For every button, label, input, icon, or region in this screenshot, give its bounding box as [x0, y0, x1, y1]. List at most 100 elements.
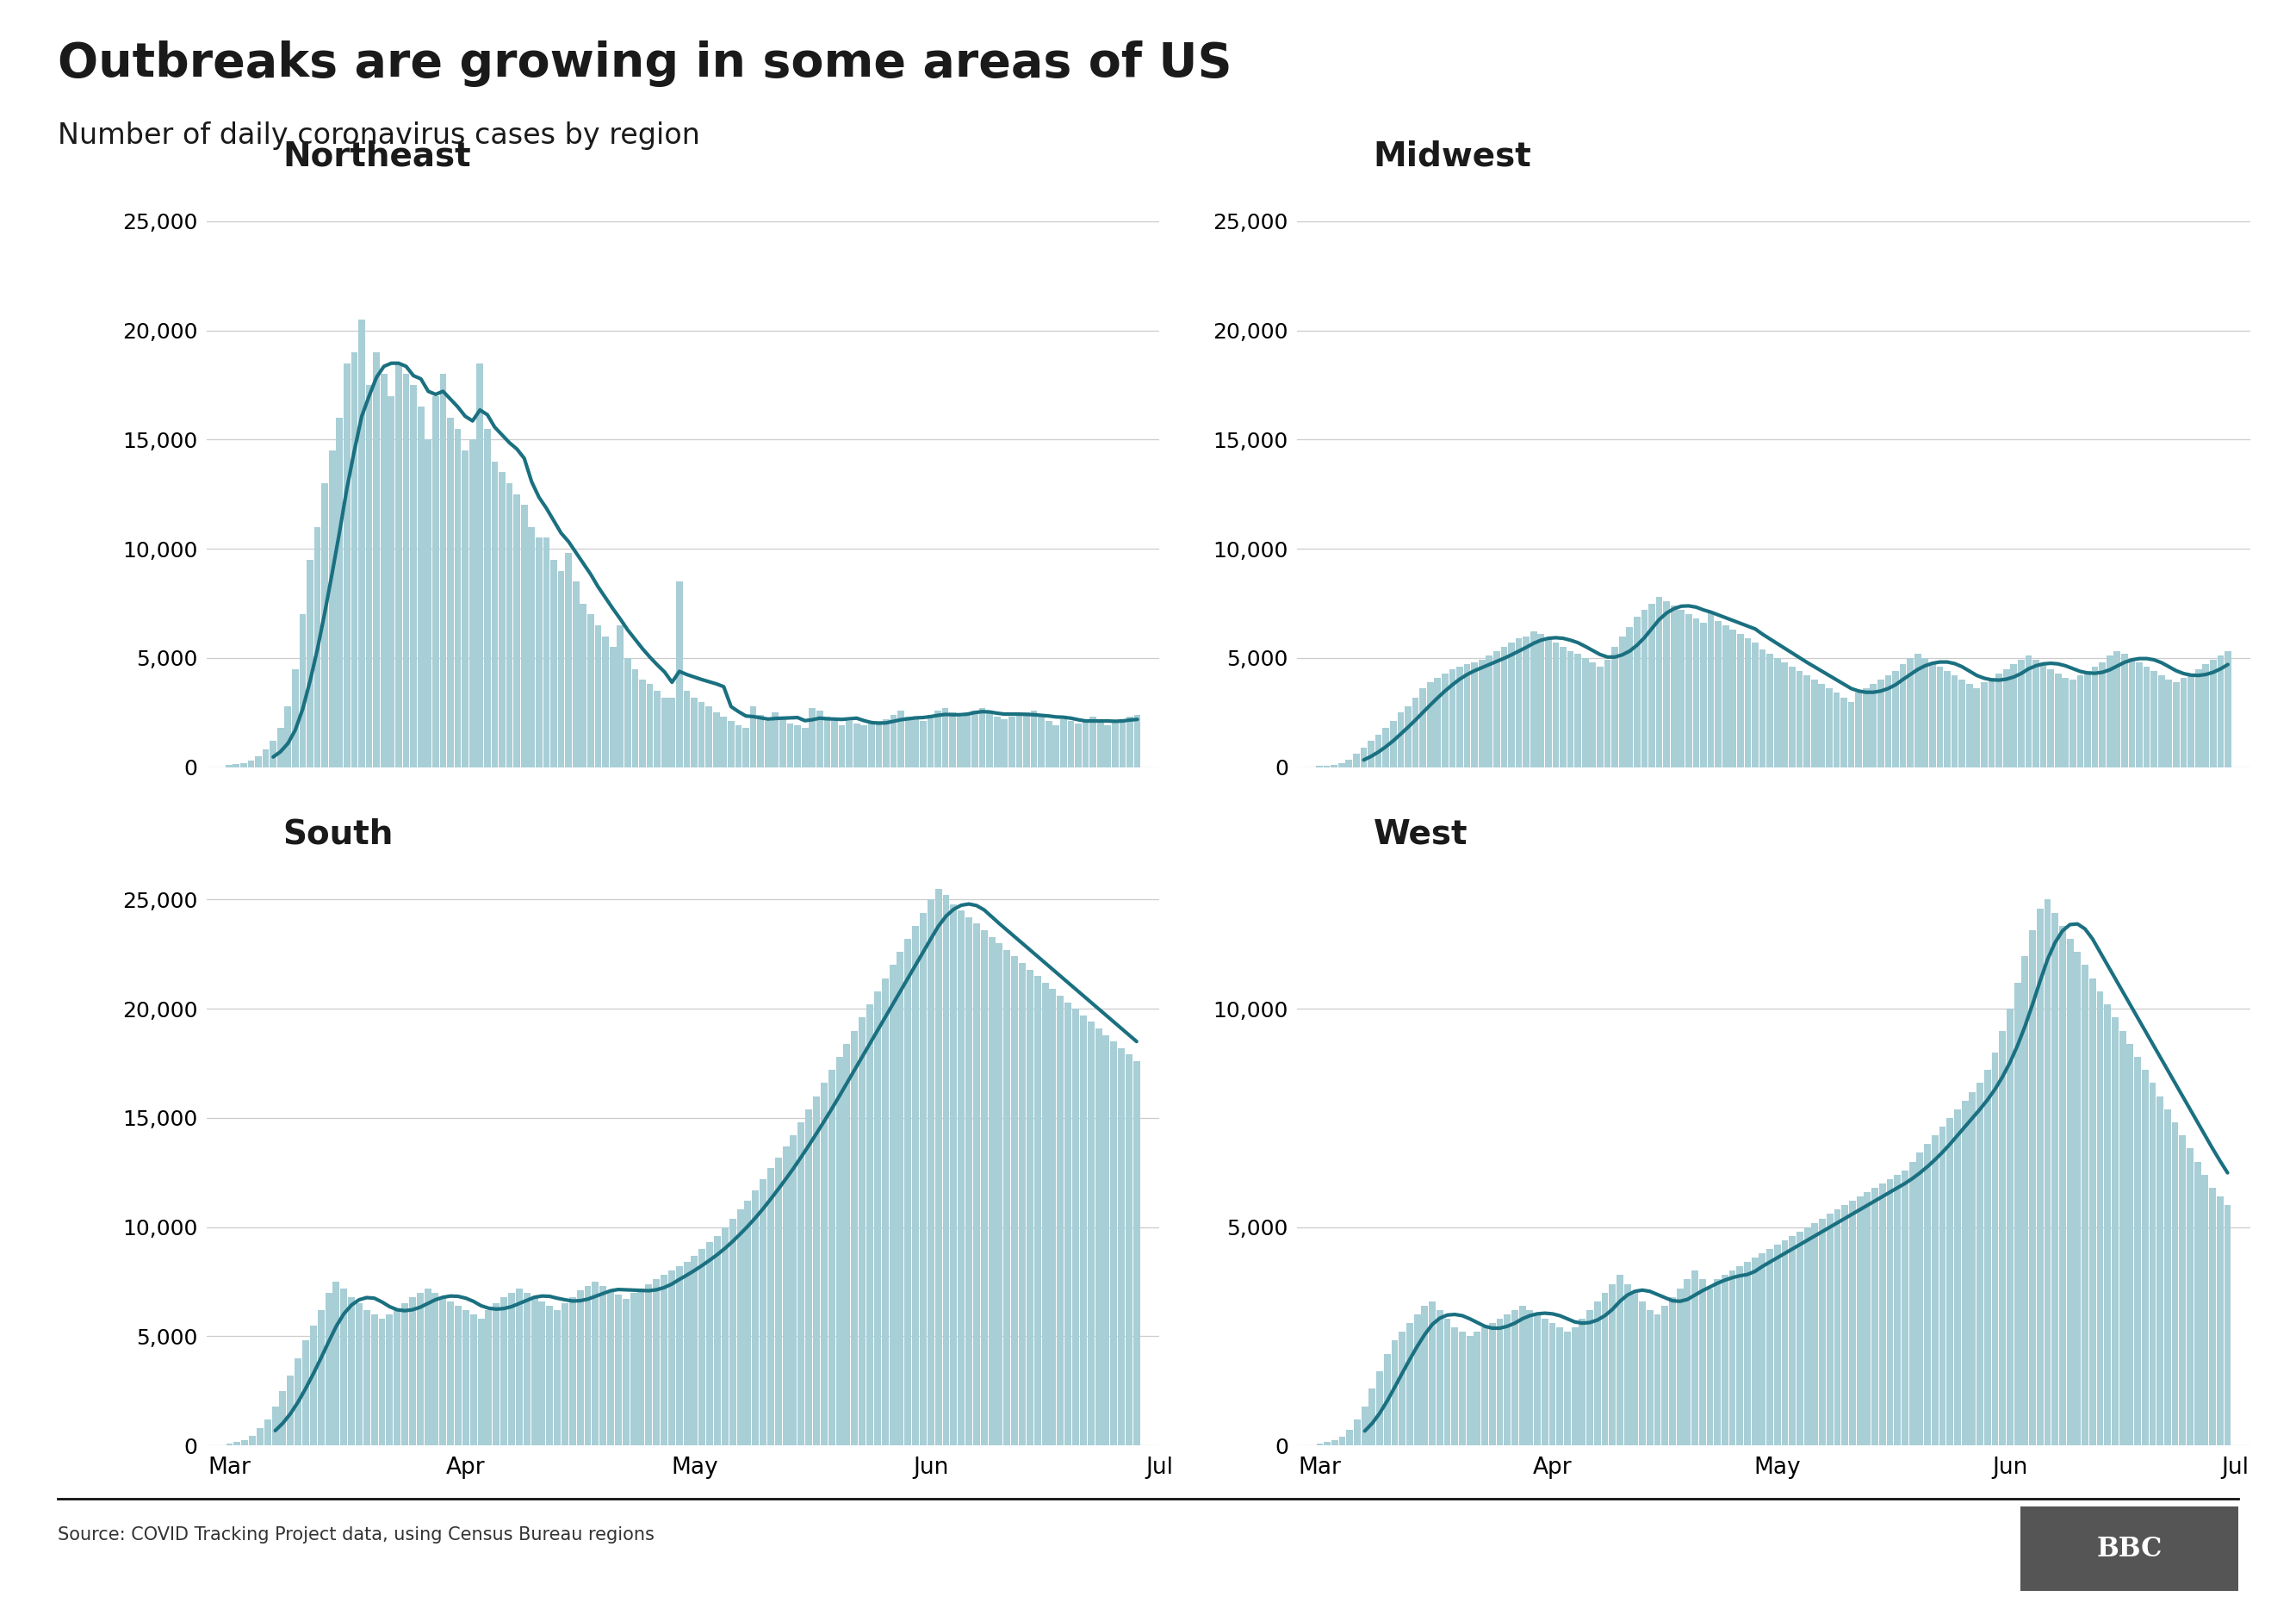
Bar [308, 560, 312, 767]
Bar [1003, 950, 1010, 1445]
Bar [365, 384, 372, 767]
Bar [813, 1097, 820, 1445]
Bar [1001, 719, 1008, 767]
Bar [2202, 664, 2209, 767]
Bar [921, 722, 928, 767]
Bar [1428, 1302, 1435, 1445]
Bar [585, 1286, 590, 1445]
Bar [898, 711, 905, 767]
Bar [432, 1292, 439, 1445]
Bar [987, 937, 994, 1445]
Bar [1504, 1315, 1511, 1445]
Bar [1961, 1100, 1968, 1445]
Bar [1965, 685, 1972, 767]
Bar [994, 717, 1001, 767]
Bar [1075, 724, 1081, 767]
Bar [1871, 1187, 1878, 1445]
Bar [468, 439, 475, 767]
Bar [2069, 680, 2076, 767]
Bar [1662, 601, 1669, 767]
Bar [1706, 1289, 1713, 1445]
Bar [2007, 1009, 2014, 1445]
Bar [478, 363, 482, 767]
Bar [1382, 728, 1389, 767]
Bar [1646, 1310, 1653, 1445]
Bar [2082, 966, 2089, 1445]
Bar [1984, 1069, 1991, 1445]
Bar [714, 712, 719, 767]
Bar [2172, 682, 2179, 767]
Bar [2218, 656, 2225, 767]
Bar [1079, 1016, 1086, 1445]
Bar [1738, 635, 1743, 767]
Bar [751, 706, 758, 767]
Bar [934, 888, 941, 1445]
Bar [326, 1292, 333, 1445]
Bar [1389, 722, 1396, 767]
Bar [2135, 662, 2142, 767]
Bar [1038, 717, 1045, 767]
Bar [388, 396, 395, 767]
Bar [2128, 657, 2135, 767]
Bar [638, 680, 645, 767]
Bar [1789, 667, 1795, 767]
Bar [941, 707, 948, 767]
Bar [645, 1284, 652, 1445]
Bar [569, 1297, 576, 1445]
Bar [797, 1122, 804, 1445]
Bar [358, 320, 365, 767]
Bar [1587, 1310, 1593, 1445]
Bar [1019, 963, 1026, 1445]
Bar [514, 494, 521, 767]
Bar [1612, 648, 1619, 767]
Bar [2135, 1056, 2140, 1445]
Bar [241, 1441, 248, 1445]
Bar [2039, 664, 2046, 767]
Bar [491, 462, 498, 767]
Bar [1855, 693, 1862, 767]
Bar [588, 614, 595, 767]
Bar [921, 912, 928, 1445]
Bar [1715, 620, 1722, 767]
Bar [2209, 661, 2216, 767]
Bar [1125, 1055, 1132, 1445]
Bar [1596, 667, 1603, 767]
Bar [2096, 992, 2103, 1445]
Bar [2020, 956, 2027, 1445]
Bar [1958, 680, 1965, 767]
Bar [528, 526, 535, 767]
Bar [494, 1303, 501, 1445]
Bar [1812, 680, 1818, 767]
Bar [868, 724, 875, 767]
Bar [1995, 673, 2002, 767]
Bar [1655, 598, 1662, 767]
Bar [287, 1376, 294, 1445]
Bar [661, 698, 668, 767]
Bar [1419, 688, 1426, 767]
Bar [1593, 1302, 1600, 1445]
Bar [1545, 638, 1552, 767]
Bar [2060, 925, 2066, 1445]
Bar [2018, 661, 2025, 767]
Bar [292, 669, 298, 767]
Bar [1745, 638, 1752, 767]
Bar [912, 719, 918, 767]
Bar [1118, 719, 1125, 767]
Bar [882, 979, 889, 1445]
Bar [1384, 1353, 1391, 1445]
Bar [2209, 1187, 2216, 1445]
Bar [831, 722, 838, 767]
Bar [280, 1391, 287, 1445]
Bar [257, 1428, 264, 1445]
Bar [1782, 662, 1789, 767]
Bar [234, 1442, 241, 1445]
Bar [2030, 930, 2037, 1445]
Bar [248, 1436, 255, 1445]
Bar [1812, 1223, 1818, 1445]
Bar [471, 1315, 478, 1445]
Bar [271, 741, 276, 767]
Bar [402, 1303, 409, 1445]
Bar [455, 1305, 461, 1445]
Bar [395, 363, 402, 767]
Bar [1669, 1297, 1676, 1445]
